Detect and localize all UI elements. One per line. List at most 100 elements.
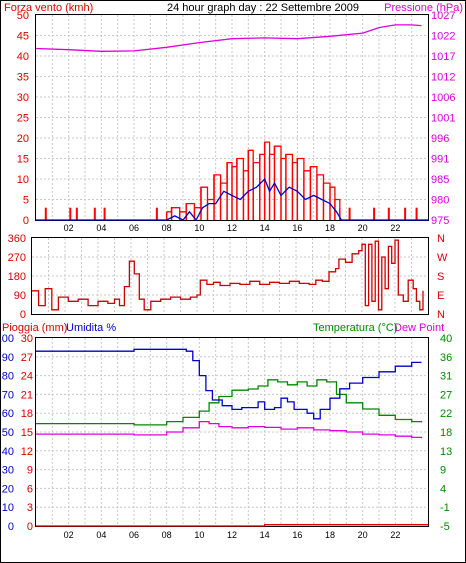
p3-x-tick-16: 16	[292, 530, 302, 540]
temperature-y-tick-13: 13	[440, 446, 452, 458]
dewpoint-axis-label: Dew Point	[394, 322, 444, 334]
temperature-y-tick-22: 22	[440, 408, 452, 420]
rain-y-tick-9: 9	[27, 465, 33, 477]
pressure-y-tick-991: 991	[431, 154, 449, 166]
p3-x-tick-02: 02	[64, 530, 74, 540]
p1-x-tick-06: 06	[129, 223, 139, 233]
wind-pressure-panel	[35, 14, 429, 221]
rain-y-tick-27: 27	[21, 352, 33, 364]
wind-direction-line	[32, 239, 424, 311]
compass-y-tick-N: N	[437, 233, 445, 245]
humidity-y-tick-20: 20	[2, 483, 14, 495]
humidity-y-tick-90: 90	[2, 352, 14, 364]
dewpoint-line	[36, 420, 423, 439]
temperature-y-tick-36: 36	[440, 352, 452, 364]
humidity-line	[36, 348, 422, 420]
compass-y-tick-N: N	[437, 309, 445, 321]
wind-y-tick-15: 15	[17, 154, 29, 166]
wind-y-tick-30: 30	[17, 92, 29, 104]
rain-y-tick-6: 6	[27, 483, 33, 495]
p3-x-tick-14: 14	[260, 530, 270, 540]
rain-y-tick-0: 0	[27, 521, 33, 533]
chart-title: 24 hour graph day : 22 Settembre 2009	[167, 2, 359, 14]
rain-y-tick-12: 12	[21, 446, 33, 458]
temperature-y-tick--1: -1	[440, 502, 450, 514]
p1-x-tick-10: 10	[194, 223, 204, 233]
p1-x-tick-04: 04	[96, 223, 106, 233]
p3-x-tick-20: 20	[358, 530, 368, 540]
p3-x-tick-22: 22	[390, 530, 400, 540]
pressure-y-tick-1022: 1022	[431, 31, 455, 43]
wind-axis-label: Forza vento (kmh)	[4, 2, 93, 14]
compass-y-tick-E: E	[437, 290, 444, 302]
pressure-y-tick-1027: 1027	[431, 10, 455, 22]
pressure-y-tick-980: 980	[431, 195, 449, 207]
wind-y-tick-25: 25	[17, 113, 29, 125]
wind-average-line	[36, 177, 428, 222]
p1-x-tick-14: 14	[260, 223, 270, 233]
humidity-y-tick-70: 70	[2, 389, 14, 401]
humidity-y-tick-10: 10	[2, 502, 14, 514]
temperature-y-tick-40: 40	[440, 333, 452, 345]
temperature-y-tick-18: 18	[440, 427, 452, 439]
pressure-y-tick-1006: 1006	[431, 92, 455, 104]
direction-y-tick-180: 180	[8, 271, 26, 283]
wind-y-tick-40: 40	[17, 51, 29, 63]
pressure-y-tick-1017: 1017	[431, 51, 455, 63]
wind-y-tick-5: 5	[23, 195, 29, 207]
humidity-y-tick-0: 0	[8, 521, 14, 533]
wind-y-tick-35: 35	[17, 72, 29, 84]
temperature-line	[36, 379, 423, 426]
temperature-y-tick--5: -5	[440, 521, 450, 533]
wind-y-tick-0: 0	[23, 215, 29, 227]
humidity-axis-label: Umidita %	[66, 322, 116, 334]
pressure-line	[35, 24, 422, 52]
wind-y-tick-20: 20	[17, 133, 29, 145]
p3-x-tick-18: 18	[325, 530, 335, 540]
p1-x-tick-20: 20	[358, 223, 368, 233]
p1-x-tick-02: 02	[64, 223, 74, 233]
rain-humidity-temperature-plot: 3027242118151296301009080706050403020100…	[0, 333, 452, 540]
pressure-y-tick-985: 985	[431, 174, 449, 186]
rain-y-tick-15: 15	[21, 427, 33, 439]
humidity-y-tick-40: 40	[2, 446, 14, 458]
temperature-y-tick-31: 31	[440, 371, 452, 383]
p1-x-tick-08: 08	[162, 223, 172, 233]
direction-y-tick-90: 90	[14, 290, 26, 302]
rain-line	[36, 524, 428, 527]
pressure-y-tick-975: 975	[431, 215, 449, 227]
pressure-axis-label: Pressione (hPa)	[384, 2, 463, 14]
direction-y-tick-360: 360	[8, 233, 26, 245]
humidity-y-tick-60: 60	[2, 408, 14, 420]
p1-x-tick-18: 18	[325, 223, 335, 233]
temperature-y-tick-27: 27	[440, 389, 452, 401]
p1-x-tick-16: 16	[292, 223, 302, 233]
humidity-y-tick-50: 50	[2, 427, 14, 439]
rain-y-tick-30: 30	[21, 333, 33, 345]
direction-y-tick-0: 0	[20, 309, 26, 321]
temperature-y-tick-4: 4	[440, 483, 446, 495]
rain-y-tick-3: 3	[27, 502, 33, 514]
p3-x-tick-12: 12	[227, 530, 237, 540]
wind-y-tick-10: 10	[17, 174, 29, 186]
rain-y-tick-18: 18	[21, 408, 33, 420]
rain-y-tick-24: 24	[21, 371, 33, 383]
p3-x-tick-10: 10	[194, 530, 204, 540]
temperature-axis-label: Temperatura (°C)	[313, 322, 397, 334]
rain-axis-label: Pioggia (mm)	[2, 322, 67, 334]
pressure-y-tick-1012: 1012	[431, 72, 455, 84]
p3-x-tick-08: 08	[162, 530, 172, 540]
humidity-y-tick-100: 100	[0, 333, 14, 345]
pressure-y-tick-996: 996	[431, 133, 449, 145]
direction-y-tick-270: 270	[8, 252, 26, 264]
rain-y-tick-21: 21	[21, 389, 33, 401]
wind-y-tick-45: 45	[17, 31, 29, 43]
pressure-y-tick-1001: 1001	[431, 113, 455, 125]
p1-x-tick-12: 12	[227, 223, 237, 233]
temperature-y-tick-9: 9	[440, 465, 446, 477]
humidity-y-tick-30: 30	[2, 465, 14, 477]
humidity-y-tick-80: 80	[2, 371, 14, 383]
